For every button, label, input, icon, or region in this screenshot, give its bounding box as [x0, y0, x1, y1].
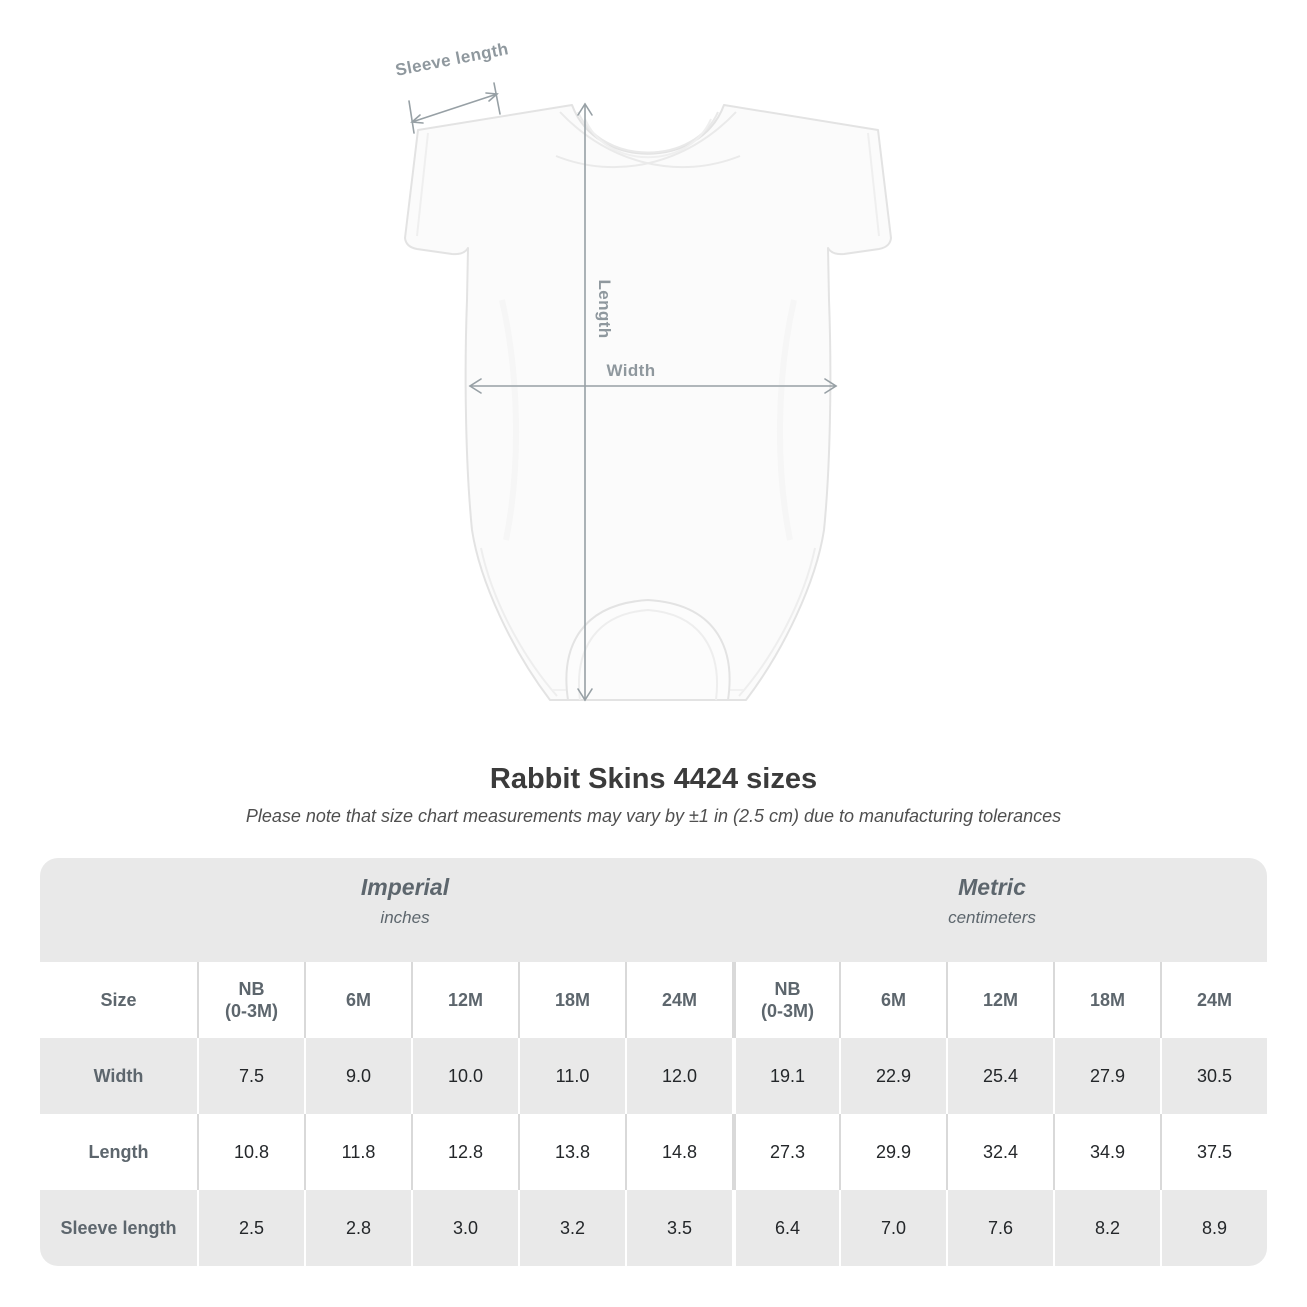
tolerance-note: Please note that size chart measurements…: [245, 806, 1062, 826]
unit-header-band: Imperial inches Metric centimeters: [40, 858, 1267, 962]
row-label: Width: [93, 1065, 144, 1086]
table-cell: 34.9: [1053, 1114, 1160, 1190]
col-header: 12M: [411, 962, 518, 1038]
table-cell: 29.9: [839, 1114, 946, 1190]
metric-header: Metric centimeters: [948, 874, 1036, 928]
column-header-row: Size NB (0-3M) 6M 12M 18M 24M NB (0-3M) …: [40, 962, 1267, 1038]
table-cell: 9.0: [304, 1038, 411, 1114]
table-cell: 11.0: [518, 1038, 625, 1114]
col-header: 12M: [946, 962, 1053, 1038]
table-cell: 32.4: [946, 1114, 1053, 1190]
size-measurements-table: Size NB (0-3M) 6M 12M 18M 24M NB (0-3M) …: [40, 962, 1267, 1266]
col-header: 6M: [304, 962, 411, 1038]
table-cell: 37.5: [1160, 1114, 1267, 1190]
col-header: 24M: [1160, 962, 1267, 1038]
table-cell: 30.5: [1160, 1038, 1267, 1114]
metric-unit-label: centimeters: [948, 908, 1036, 927]
imperial-header: Imperial inches: [361, 874, 449, 928]
table-cell: 19.1: [732, 1038, 839, 1114]
row-label: Sleeve length: [60, 1217, 177, 1238]
col-header: NB (0-3M): [197, 962, 304, 1038]
table-cell: 2.5: [197, 1190, 304, 1266]
table-row-width: Width 7.5 9.0 10.0 11.0 12.0 19.1 22.9 2…: [40, 1038, 1267, 1114]
col-header: 24M: [625, 962, 732, 1038]
table-row-length: Length 10.8 11.8 12.8 13.8 14.8 27.3 29.…: [40, 1114, 1267, 1190]
table-cell: 13.8: [518, 1114, 625, 1190]
metric-label: Metric: [958, 874, 1026, 900]
size-corner-header: Size: [100, 989, 137, 1010]
table-cell: 10.8: [197, 1114, 304, 1190]
table-cell: 10.0: [411, 1038, 518, 1114]
table-cell: 7.6: [946, 1190, 1053, 1266]
table-cell: 27.9: [1053, 1038, 1160, 1114]
table-cell: 12.0: [625, 1038, 732, 1114]
length-label: Length: [595, 279, 614, 339]
table-cell: 7.0: [839, 1190, 946, 1266]
col-header: 18M: [1053, 962, 1160, 1038]
table-cell: 3.5: [625, 1190, 732, 1266]
table-row-sleeve-length: Sleeve length 2.5 2.8 3.0 3.2 3.5 6.4 7.…: [40, 1190, 1267, 1266]
table-cell: 8.2: [1053, 1190, 1160, 1266]
table-cell: 11.8: [304, 1114, 411, 1190]
measurement-arrows: [408, 82, 838, 702]
col-header: 6M: [839, 962, 946, 1038]
table-cell: 8.9: [1160, 1190, 1267, 1266]
table-cell: 14.8: [625, 1114, 732, 1190]
col-header: 18M: [518, 962, 625, 1038]
imperial-label: Imperial: [360, 874, 450, 900]
table-cell: 22.9: [839, 1038, 946, 1114]
table-cell: 25.4: [946, 1038, 1053, 1114]
table-cell: 6.4: [732, 1190, 839, 1266]
onesie-illustration: [404, 82, 892, 702]
col-header: NB (0-3M): [732, 962, 839, 1038]
table-cell: 3.2: [518, 1190, 625, 1266]
table-cell: 3.0: [411, 1190, 518, 1266]
table-cell: 27.3: [732, 1114, 839, 1190]
page-title: Rabbit Skins 4424 sizes: [489, 763, 818, 795]
size-table: Imperial inches Metric centimeters Size …: [40, 858, 1267, 1266]
width-label: Width: [606, 361, 656, 380]
row-label: Length: [88, 1141, 149, 1162]
measurement-diagram: Sleeve length Length Width: [394, 39, 892, 702]
table-cell: 12.8: [411, 1114, 518, 1190]
imperial-unit-label: inches: [380, 908, 430, 927]
table-cell: 2.8: [304, 1190, 411, 1266]
table-cell: 7.5: [197, 1038, 304, 1114]
